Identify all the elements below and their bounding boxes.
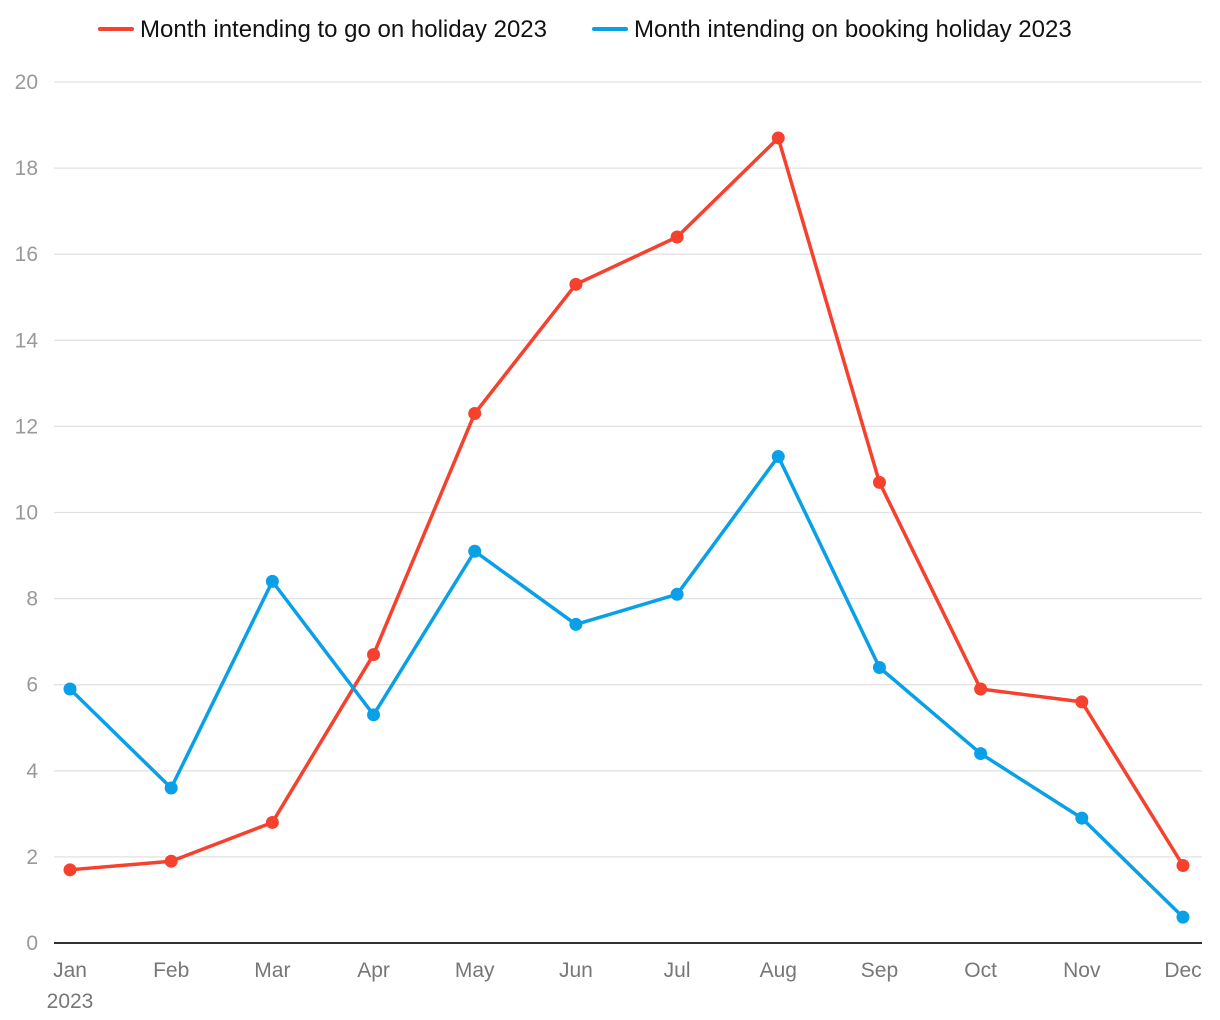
data-point — [771, 450, 785, 464]
data-point — [670, 587, 684, 601]
x-tick-label: Feb — [153, 959, 189, 982]
gridlines — [54, 81, 1202, 858]
data-point — [468, 406, 482, 420]
x-tick-label: Dec — [1164, 959, 1201, 982]
x-tick-sublabel: 2023 — [47, 990, 94, 1013]
y-axis-ticks: 0 2 4 6 8 10 12 14 16 18 20 — [15, 71, 39, 955]
x-tick-label: Oct — [964, 959, 997, 982]
data-point — [974, 747, 988, 761]
x-axis-ticks: Jan Feb Mar Apr May Jun Jul Aug Sep Oct Nov Dec 2023 — [47, 959, 1202, 1013]
y-tick-label: 20 — [15, 71, 38, 94]
y-tick-label: 0 — [26, 932, 38, 955]
data-point — [468, 544, 482, 558]
series-line — [68, 136, 1185, 872]
data-point — [771, 131, 785, 145]
y-tick-label: 14 — [15, 329, 39, 352]
x-tick-label: Mar — [254, 959, 290, 982]
data-point — [63, 682, 77, 696]
legend: Month intending to go on holiday 2023 Mon… — [98, 16, 1072, 43]
data-point — [670, 230, 684, 244]
series-2 — [63, 450, 1190, 924]
data-point — [569, 617, 583, 631]
data-point — [164, 781, 178, 795]
data-point — [367, 708, 381, 722]
x-tick-label: Apr — [357, 959, 390, 982]
legend-label: Month intending to go on holiday 2023 — [140, 16, 547, 43]
y-tick-label: 8 — [26, 588, 38, 611]
data-point — [63, 863, 77, 877]
legend-label: Month intending on booking holiday 2023 — [634, 16, 1072, 43]
x-tick-label: Aug — [760, 959, 797, 982]
series-1 — [63, 131, 1190, 877]
data-point — [1075, 811, 1089, 825]
data-point — [367, 648, 381, 662]
data-point — [1176, 859, 1190, 873]
data-point — [1176, 910, 1190, 924]
y-tick-label: 16 — [15, 243, 38, 266]
series-line — [68, 454, 1185, 919]
data-point — [872, 475, 886, 489]
x-tick-label: Jun — [559, 959, 593, 982]
y-tick-label: 10 — [15, 502, 38, 525]
y-tick-label: 18 — [15, 157, 38, 180]
data-point — [569, 277, 583, 291]
x-tick-label: Jul — [664, 959, 691, 982]
x-tick-label: May — [455, 959, 495, 982]
y-tick-label: 12 — [15, 415, 38, 438]
data-point — [1075, 695, 1089, 709]
data-point — [265, 574, 279, 588]
data-point — [164, 854, 178, 868]
y-tick-label: 2 — [26, 846, 38, 869]
y-tick-label: 4 — [26, 760, 38, 783]
x-tick-label: Nov — [1063, 959, 1101, 982]
data-point — [974, 682, 988, 696]
series-layer — [63, 131, 1190, 924]
data-point — [872, 660, 886, 674]
x-tick-label: Jan — [53, 959, 87, 982]
x-tick-label: Sep — [861, 959, 898, 982]
y-tick-label: 6 — [26, 674, 38, 697]
data-point — [265, 815, 279, 829]
